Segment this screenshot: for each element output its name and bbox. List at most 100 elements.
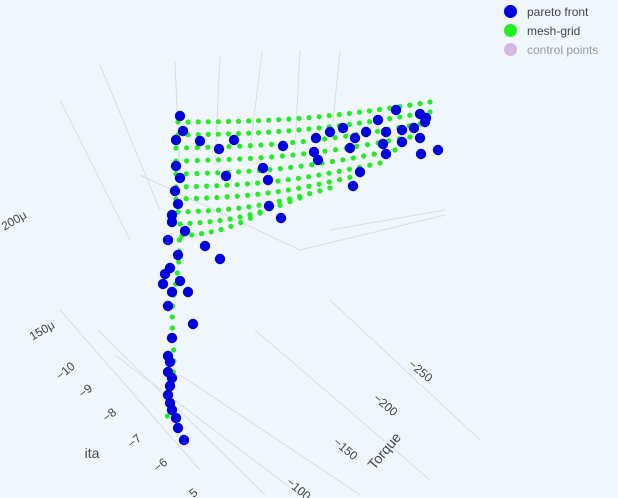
mesh-point-67 [332,135,338,141]
gridline-11 [254,329,431,481]
mesh-point-133 [295,175,301,181]
pareto-point-41 [220,170,232,182]
mesh-point-38 [296,127,302,133]
pareto-point-51 [347,180,359,192]
mesh-point-115 [340,157,346,163]
mesh-point-188 [287,199,293,205]
mesh-point-114 [329,158,335,165]
mesh-point-40 [316,125,322,131]
mesh-point-174 [307,191,313,197]
legend-item-pareto-front[interactable]: pareto front [496,2,618,21]
mesh-point-91 [332,147,339,153]
mesh-point-128 [244,181,250,187]
mesh-point-182 [227,216,233,222]
mesh-point-34 [256,130,262,136]
mesh-point-109 [277,166,283,172]
mesh-point-101 [194,170,200,177]
mesh-point-23 [407,102,413,108]
mesh-point-179 [197,220,203,226]
mesh-point-117 [361,153,367,159]
pareto-point-7 [174,172,186,184]
legend-item-control-points[interactable]: control points [496,40,618,59]
pareto-point-34 [170,412,182,424]
mesh-point-86 [279,153,285,159]
mesh-point-64 [300,138,306,145]
mesh-point-19 [366,108,373,114]
mesh-point-84 [258,155,264,161]
mesh-point-196 [238,219,244,226]
mesh-point-12 [296,115,302,121]
mesh-point-36 [276,128,282,135]
pareto-point-20 [174,275,186,287]
mesh-point-20 [377,106,383,113]
mesh-point-15 [326,113,332,119]
pareto-point-8 [169,185,181,197]
mesh-point-54 [194,144,200,151]
mesh-point-29 [205,131,211,137]
pareto-point-58 [396,124,408,136]
mesh-point-149 [245,192,251,198]
legend-label-mesh-grid: mesh-grid [527,23,581,38]
mesh-point-9 [266,117,272,123]
gridline-5 [294,49,301,151]
mesh-point-120 [392,147,398,153]
torque-tick-2: −150 [331,435,361,463]
mesh-point-202 [176,259,182,265]
mesh-point-168 [246,204,252,210]
mesh-point-63 [290,139,296,146]
mesh-point-49 [407,112,413,118]
legend-marker-mesh-grid [504,24,517,37]
mesh-point-195 [228,223,234,229]
mesh-point-194 [218,226,224,233]
mesh-point-166 [226,206,232,212]
pareto-point-48 [349,132,361,144]
mesh-point-108 [267,167,273,173]
mesh-point-208 [169,325,175,331]
mesh-point-66 [321,136,328,142]
mesh-point-52 [173,145,179,151]
mesh-point-207 [169,314,175,320]
mesh-point-24 [417,101,423,107]
pareto-point-15 [214,253,226,265]
mesh-point-18 [356,109,362,115]
mesh-point-98 [407,134,413,140]
mesh-point-111 [298,163,304,169]
mesh-point-1 [185,119,191,125]
pareto-point-37 [257,162,269,174]
pareto-point-21 [182,286,194,298]
ita-tick-2: −8 [100,405,120,425]
legend-item-mesh-grid[interactable]: mesh-grid [496,21,618,40]
pareto-point-57 [390,104,402,116]
mesh-point-157 [326,179,332,185]
mesh-point-175 [317,188,323,194]
pareto-point-23 [162,300,174,312]
mesh-point-10 [276,117,282,123]
mesh-point-118 [371,151,377,157]
pareto-point-9 [172,198,184,210]
mesh-point-156 [316,181,322,187]
pareto-point-53 [360,126,372,138]
mesh-point-158 [337,177,343,183]
mesh-point-93 [354,143,360,149]
mesh-point-162 [185,209,191,215]
mesh-point-102 [204,170,210,176]
mesh-point-140 [367,162,373,168]
pareto-point-24 [187,318,199,330]
legend[interactable]: pareto front mesh-grid control points [496,2,618,59]
mesh-point-152 [275,189,281,195]
pareto-point-33 [166,404,178,416]
mesh-point-150 [255,191,261,197]
mesh-point-31 [225,131,231,137]
mesh-point-127 [234,182,240,188]
pareto-point-16 [172,249,184,261]
mesh-point-193 [208,229,214,235]
mesh-point-33 [246,130,252,136]
mesh-point-7 [246,118,252,124]
mesh-point-135 [316,172,322,178]
gridline-12 [329,299,481,441]
mesh-point-203 [174,270,180,276]
mesh-point-151 [265,190,271,196]
mesh-point-90 [322,148,328,154]
mesh-point-189 [297,195,303,201]
